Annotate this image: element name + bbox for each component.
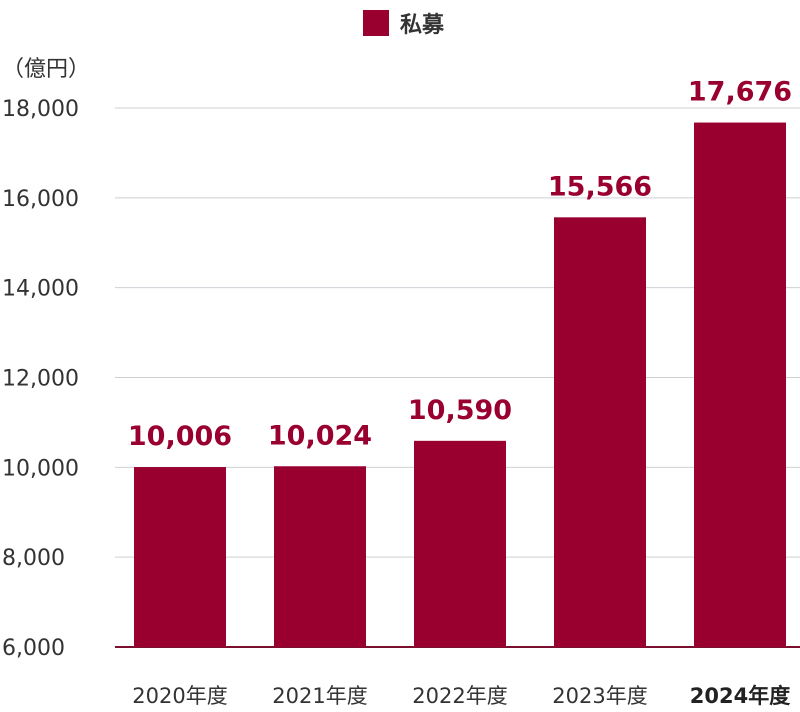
data-label: 17,676 bbox=[688, 77, 792, 108]
bar bbox=[274, 466, 366, 647]
data-label: 10,006 bbox=[128, 421, 232, 452]
x-tick-label: 2020年度 bbox=[132, 684, 227, 708]
legend: 私募 bbox=[363, 10, 445, 38]
y-tick-label: 10,000 bbox=[2, 456, 79, 481]
y-tick-label: 14,000 bbox=[2, 277, 79, 302]
y-tick-label: 18,000 bbox=[2, 97, 79, 122]
y-tick-label: 16,000 bbox=[2, 187, 79, 212]
y-tick-label: 8,000 bbox=[2, 546, 65, 571]
bar bbox=[134, 467, 226, 647]
y-tick-label: 12,000 bbox=[2, 367, 79, 392]
x-tick-label: 2024年度 bbox=[690, 684, 790, 708]
data-labels: 10,006 10,024 10,590 15,566 17,676 bbox=[128, 77, 792, 453]
x-tick-label: 2022年度 bbox=[412, 684, 507, 708]
bar bbox=[554, 217, 646, 648]
legend-label: 私募 bbox=[400, 13, 445, 38]
bar bbox=[694, 122, 786, 648]
y-tick-label: 6,000 bbox=[2, 636, 65, 661]
y-axis-unit-label: （億円） bbox=[2, 57, 90, 82]
x-tick-label: 2021年度 bbox=[272, 684, 367, 708]
legend-swatch bbox=[363, 10, 389, 36]
y-axis-ticks: 18,000 16,000 14,000 12,000 10,000 8,000 6,000 bbox=[2, 97, 79, 661]
data-label: 10,590 bbox=[408, 395, 512, 426]
data-label: 15,566 bbox=[548, 171, 652, 202]
bar bbox=[414, 440, 506, 647]
bars bbox=[134, 122, 786, 648]
x-tick-label: 2023年度 bbox=[552, 684, 647, 708]
x-axis-labels: 2020年度 2021年度 2022年度 2023年度 2024年度 bbox=[132, 684, 790, 708]
data-label: 10,024 bbox=[268, 420, 372, 451]
